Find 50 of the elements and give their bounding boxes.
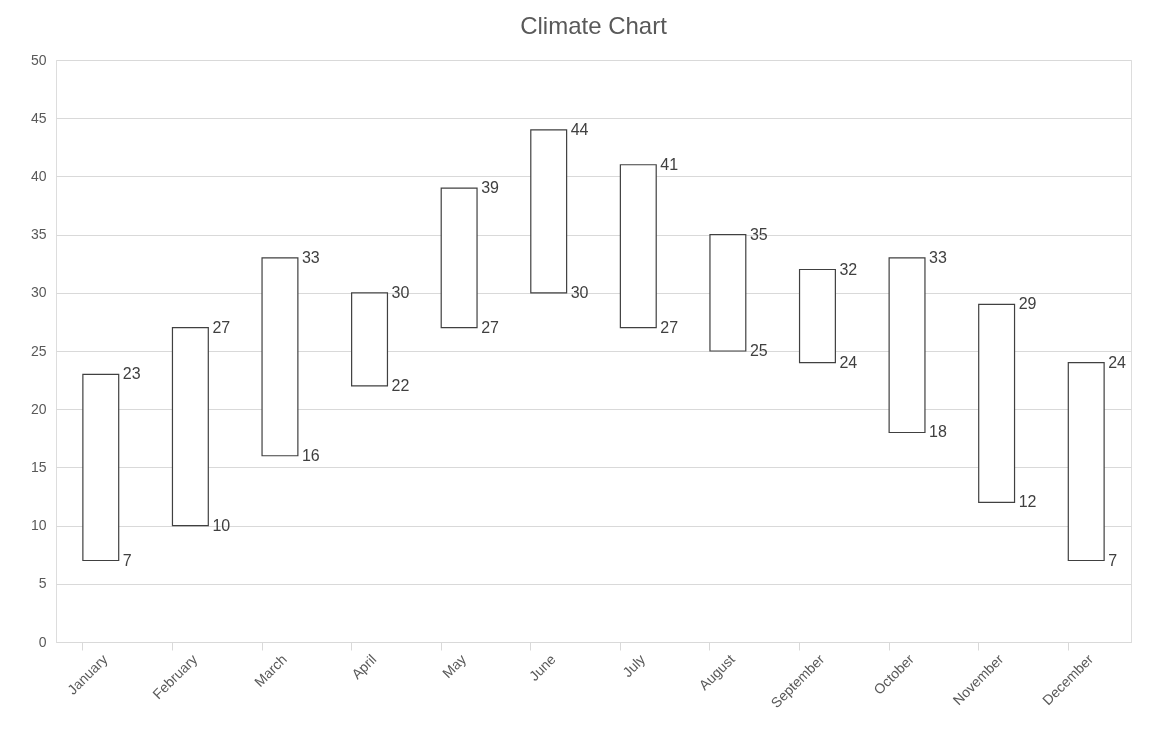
bar bbox=[530, 129, 568, 294]
y-tick-label: 15 bbox=[30, 458, 47, 475]
y-tick-label: 5 bbox=[38, 575, 47, 592]
annotation: 33 bbox=[929, 248, 947, 266]
annotation: 30 bbox=[570, 283, 589, 301]
bar bbox=[619, 164, 657, 329]
annotation: 33 bbox=[301, 248, 320, 266]
annotation: 7 bbox=[1108, 551, 1118, 569]
annotation: 24 bbox=[1108, 353, 1127, 371]
bar bbox=[709, 234, 747, 352]
y-tick-label: 50 bbox=[30, 51, 47, 68]
chart-title: Climate Chart bbox=[520, 12, 668, 39]
x-tick-label: July bbox=[619, 651, 649, 681]
y-tick-label: 0 bbox=[38, 633, 47, 650]
annotation: 23 bbox=[122, 365, 141, 383]
annotation: 39 bbox=[481, 179, 500, 197]
annotation: 22 bbox=[391, 376, 410, 394]
bar bbox=[440, 187, 478, 329]
annotation: 10 bbox=[212, 516, 231, 534]
bar bbox=[978, 303, 1016, 503]
annotation: 41 bbox=[660, 155, 679, 173]
bar bbox=[82, 373, 120, 562]
annotation: 44 bbox=[570, 120, 589, 138]
annotation: 12 bbox=[1018, 493, 1037, 511]
annotation: 16 bbox=[301, 446, 320, 464]
y-tick-label: 30 bbox=[30, 284, 47, 301]
annotation: 27 bbox=[660, 318, 679, 336]
bar bbox=[798, 268, 836, 364]
annotation: 27 bbox=[212, 318, 231, 336]
annotation: 24 bbox=[839, 353, 858, 371]
y-tick-label: 40 bbox=[30, 167, 47, 184]
x-tick-label: May bbox=[439, 651, 470, 682]
bar bbox=[351, 292, 389, 387]
annotation: 35 bbox=[749, 225, 768, 243]
y-tick-label: 25 bbox=[30, 342, 47, 359]
annotation: 27 bbox=[481, 318, 500, 336]
bar bbox=[1067, 362, 1105, 562]
annotation: 30 bbox=[391, 283, 410, 301]
y-tick-label: 45 bbox=[30, 109, 47, 126]
bar bbox=[171, 327, 209, 527]
y-tick-label: 35 bbox=[30, 226, 47, 243]
annotation: 18 bbox=[929, 423, 947, 441]
annotation: 7 bbox=[122, 551, 132, 569]
y-tick-label: 20 bbox=[30, 400, 47, 417]
annotation: 25 bbox=[749, 342, 768, 359]
annotation: 32 bbox=[839, 260, 858, 278]
bar bbox=[888, 257, 926, 434]
y-tick-label: 10 bbox=[30, 517, 47, 534]
annotation: 29 bbox=[1018, 295, 1037, 313]
bar bbox=[261, 257, 299, 457]
